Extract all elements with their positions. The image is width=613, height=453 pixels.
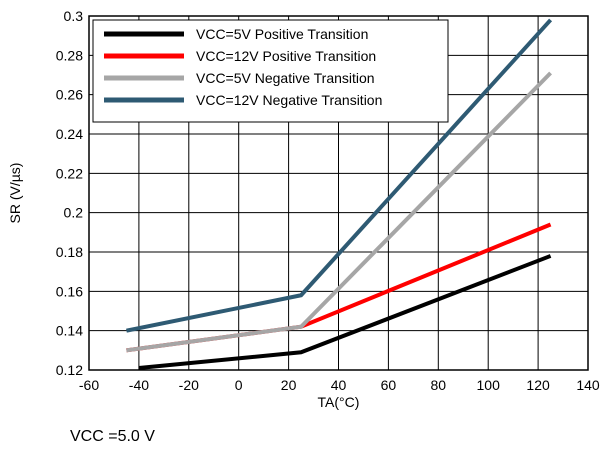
plot-frame <box>88 15 589 371</box>
series-line-4 <box>126 18 553 333</box>
x-tick-label: -20 <box>179 377 199 393</box>
footnote: VCC =5.0 V <box>70 428 155 445</box>
x-tick-label: 140 <box>576 377 600 393</box>
y-tick-label: 0.2 <box>64 205 84 221</box>
x-tick-label: 60 <box>381 377 397 393</box>
y-tick-label: 0.26 <box>56 87 83 103</box>
x-tick-label: 120 <box>526 377 550 393</box>
legend: VCC=5V Positive Transition VCC=12V Positi… <box>92 19 449 123</box>
x-tick-label: -60 <box>79 377 99 393</box>
tick-labels: -60 -40 -20 0 20 40 60 80 100 120 140 0.12 0.14 0.16 0… <box>56 8 600 393</box>
legend-label: VCC=12V Positive Transition <box>196 48 376 64</box>
x-tick-label: 80 <box>431 377 447 393</box>
legend-label: VCC=5V Positive Transition <box>196 26 368 42</box>
y-tick-label: 0.24 <box>56 126 83 142</box>
x-tick-label: -40 <box>129 377 149 393</box>
y-tick-label: 0.3 <box>64 8 84 24</box>
y-tick-label: 0.28 <box>56 47 83 63</box>
series-lines <box>126 18 553 371</box>
x-tick-label: 100 <box>477 377 501 393</box>
series-line-3 <box>126 71 553 353</box>
y-axis-title: SR (V/µs) <box>7 163 23 224</box>
y-tick-label: 0.16 <box>56 283 83 299</box>
y-tick-label: 0.12 <box>56 362 83 378</box>
x-tick-label: 20 <box>281 377 297 393</box>
y-tick-label: 0.22 <box>56 165 83 181</box>
legend-label: VCC=12V Negative Transition <box>196 92 382 108</box>
x-tick-label: 0 <box>235 377 243 393</box>
series-line-1 <box>138 254 552 371</box>
x-tick-label: 40 <box>331 377 347 393</box>
legend-box <box>92 19 449 123</box>
x-axis-title: TA(°C) <box>318 394 360 410</box>
legend-label: VCC=5V Negative Transition <box>196 70 375 86</box>
y-tick-label: 0.18 <box>56 244 83 260</box>
y-tick-label: 0.14 <box>56 323 83 339</box>
